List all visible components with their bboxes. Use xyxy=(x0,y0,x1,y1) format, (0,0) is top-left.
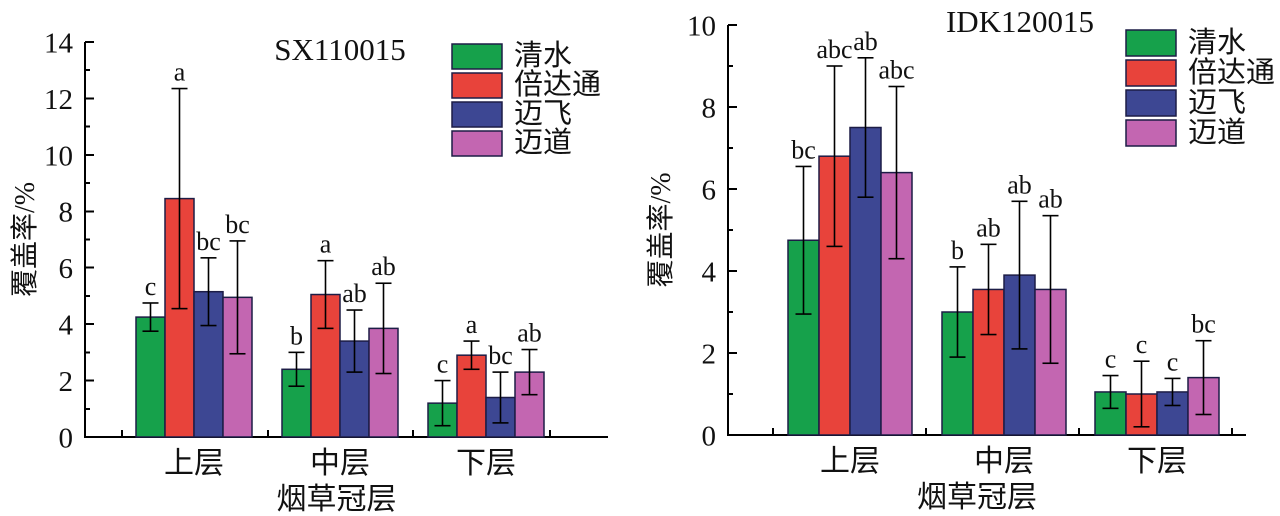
sig-letter: b xyxy=(951,236,964,265)
sig-letter: abc xyxy=(816,35,852,64)
bar-清水-上层 xyxy=(135,316,166,438)
y-tick-label: 10 xyxy=(44,140,73,172)
legend-swatch-迈飞 xyxy=(1125,89,1177,117)
y-tick-label: 4 xyxy=(702,256,717,288)
legend-swatch-迈道 xyxy=(451,130,503,157)
errorbar-迈道-中层 xyxy=(375,282,392,375)
legend-swatch-迈飞 xyxy=(451,101,503,128)
y-tick-label: 8 xyxy=(702,92,717,124)
errorbar-倍达通-中层 xyxy=(980,243,997,336)
y-tick-label: 4 xyxy=(59,310,74,342)
sig-letter: bc xyxy=(791,135,816,164)
errorbar-清水-上层 xyxy=(795,165,812,315)
sig-letter: c xyxy=(1136,330,1148,359)
x-category-label: 中层 xyxy=(310,447,370,480)
errorbar-迈飞-下层 xyxy=(492,371,509,424)
sig-letter: a xyxy=(466,310,478,339)
panel-title: IDK120015 xyxy=(946,4,1094,39)
errorbar-倍达通-上层 xyxy=(171,87,188,310)
errorbar-迈道-上层 xyxy=(229,240,246,355)
errorbar-清水-下层 xyxy=(434,379,451,427)
sig-letter: c xyxy=(145,272,157,301)
legend-swatch-倍达通 xyxy=(451,72,503,99)
errorbar-清水-中层 xyxy=(288,351,305,388)
y-tick-label: 6 xyxy=(59,253,74,285)
y-tick-label: 12 xyxy=(44,84,73,116)
y-tick-label: 0 xyxy=(59,422,74,454)
x-axis-title: 烟草冠层 xyxy=(917,481,1037,514)
y-tick-label: 8 xyxy=(59,197,74,229)
y-axis-title: 覆盖率/% xyxy=(645,172,677,287)
sig-letter: c xyxy=(1167,347,1179,376)
sig-letter: a xyxy=(320,230,332,259)
errorbar-迈飞-下层 xyxy=(1164,377,1181,407)
errorbar-迈飞-上层 xyxy=(200,257,217,327)
sig-letter: ab xyxy=(853,27,878,56)
y-tick-label: 0 xyxy=(702,420,717,452)
sig-letter: ab xyxy=(976,213,1001,242)
sig-letter: a xyxy=(174,58,186,87)
x-category-label: 上层 xyxy=(820,445,880,478)
sig-letter: bc xyxy=(1191,310,1216,339)
legend-label: 迈飞 xyxy=(1188,87,1246,119)
x-category-label: 下层 xyxy=(456,447,516,480)
errorbar-迈飞-中层 xyxy=(346,309,363,373)
sig-letter: ab xyxy=(517,319,542,348)
legend-swatch-倍达通 xyxy=(1125,59,1177,87)
errorbar-清水-上层 xyxy=(142,302,159,332)
y-axis-title: 覆盖率/% xyxy=(9,182,41,297)
x-category-label: 下层 xyxy=(1127,445,1187,478)
x-axis-title: 烟草冠层 xyxy=(277,483,397,516)
errorbar-迈道-下层 xyxy=(521,348,538,396)
sig-letter: c xyxy=(1105,345,1117,374)
sig-letter: ab xyxy=(342,279,367,308)
legend-label: 迈飞 xyxy=(514,98,572,130)
legend-label: 倍达通 xyxy=(1188,56,1275,89)
sig-letter: abc xyxy=(878,56,914,85)
legend-label: 清水 xyxy=(514,39,572,72)
errorbar-倍达通-中层 xyxy=(317,259,334,330)
errorbar-清水-下层 xyxy=(1102,374,1119,410)
errorbar-迈道-中层 xyxy=(1042,214,1059,365)
x-category-label: 上层 xyxy=(164,447,224,480)
x-category-label: 中层 xyxy=(974,445,1034,478)
sig-letter: b xyxy=(290,321,303,350)
legend-label: 迈道 xyxy=(514,126,572,159)
legend-swatch-迈道 xyxy=(1125,119,1177,147)
sig-letter: bc xyxy=(225,210,250,239)
errorbar-迈飞-上层 xyxy=(857,56,874,198)
sig-letter: c xyxy=(437,350,449,379)
y-tick-label: 14 xyxy=(44,27,74,59)
y-tick-label: 10 xyxy=(687,10,716,42)
errorbar-清水-中层 xyxy=(949,266,966,358)
y-tick-label: 2 xyxy=(702,338,717,370)
legend-label: 迈道 xyxy=(1188,116,1246,149)
errorbar-迈飞-中层 xyxy=(1011,200,1028,350)
errorbar-迈道-下层 xyxy=(1195,339,1212,416)
y-tick-label: 2 xyxy=(59,366,74,398)
sig-letter: ab xyxy=(1038,185,1063,214)
sig-letter: bc xyxy=(196,227,221,256)
errorbar-倍达通-下层 xyxy=(1133,360,1150,428)
y-tick-label: 6 xyxy=(702,174,717,206)
legend-swatch-清水 xyxy=(451,43,503,70)
errorbar-倍达通-上层 xyxy=(826,65,843,248)
legend-label: 倍达通 xyxy=(514,68,601,101)
sig-letter: bc xyxy=(488,341,513,370)
sig-letter: ab xyxy=(1007,170,1032,199)
legend-label: 清水 xyxy=(1188,26,1246,59)
sig-letter: ab xyxy=(371,252,396,281)
errorbar-迈道-上层 xyxy=(888,85,905,260)
panel-title: SX110015 xyxy=(274,32,405,67)
errorbar-倍达通-下层 xyxy=(463,340,480,371)
legend-swatch-清水 xyxy=(1125,29,1177,57)
bar-迈道-上层 xyxy=(880,171,913,436)
